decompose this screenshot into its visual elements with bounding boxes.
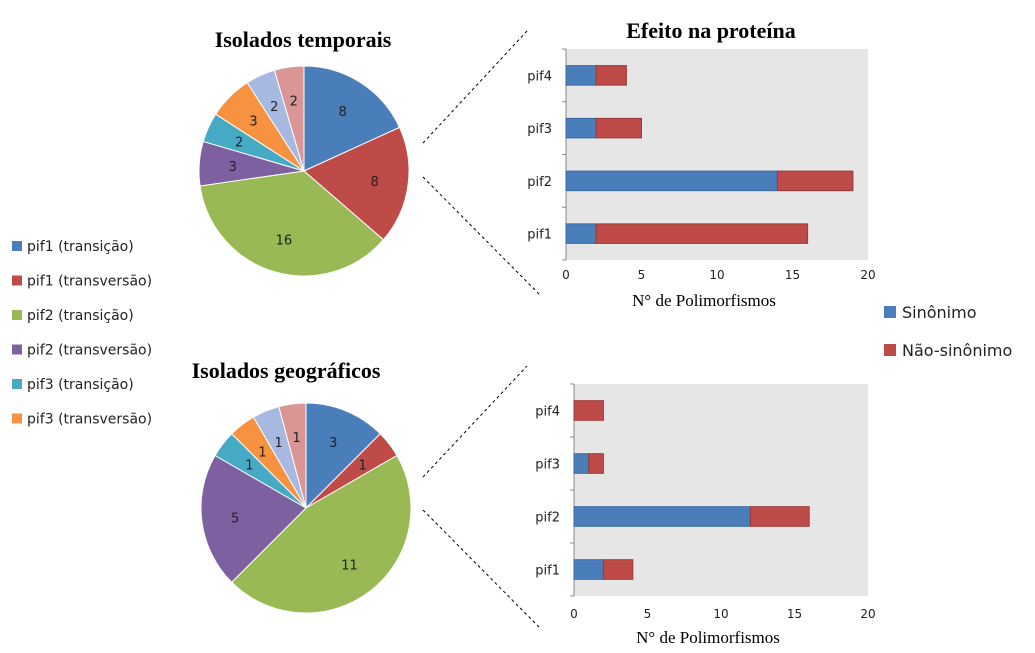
category-label: pif2 [527, 175, 552, 190]
pie-slice-label: 5 [231, 511, 239, 526]
legend-label: pif3 (transição) [27, 377, 134, 393]
pie-slice-label: 2 [270, 100, 278, 115]
pie-slice-label: 1 [245, 459, 253, 474]
pie-slice-label: 1 [258, 445, 266, 460]
pie-slice [303, 126, 410, 241]
x-tick-label: 20 [860, 268, 875, 282]
legend-label: pif2 (transição) [27, 308, 134, 324]
bar-chart-geographic: pif1 pif2 pif3 pif4 0 5 10 15 20 N° de Polimorfis… [535, 383, 876, 647]
legend-label: Não-sinônimo [902, 341, 1012, 360]
connector-line [422, 176, 541, 296]
connector-lines [422, 30, 541, 629]
legend-label: pif1 (transição) [27, 239, 134, 255]
x-tick-label: 10 [713, 607, 728, 621]
legend-label: pif1 (transversão) [27, 274, 152, 290]
pie-slice-label: 8 [338, 105, 346, 120]
pie-slice-label: 3 [229, 160, 237, 175]
legend-label: pif2 (transversão) [27, 343, 152, 359]
connector-line [422, 365, 528, 478]
x-tick-label: 0 [570, 607, 578, 621]
x-axis-label: N° de Polimorfismos [632, 291, 776, 310]
bar-segment [565, 170, 778, 192]
x-tick-label: 15 [785, 268, 800, 282]
bar-segment [749, 506, 810, 527]
category-label: pif4 [535, 405, 560, 420]
pie-slice-label: 2 [235, 135, 243, 150]
pie-legend: pif1 (transição) pif1 (transversão) pif2 (… [12, 239, 152, 428]
pie-slice-label: 3 [249, 115, 257, 130]
bar-top-title: Efeito na proteína [626, 18, 795, 43]
category-label: pif3 [527, 122, 552, 137]
pie-slice [231, 454, 412, 614]
category-label: pif1 [535, 564, 560, 579]
pie-slice [278, 402, 307, 509]
pie-slice [273, 65, 305, 172]
legend-swatch [12, 241, 22, 251]
bar-segment [565, 223, 597, 244]
pie-geographic-title: Isolados geográficos [192, 358, 381, 383]
x-tick-label: 15 [787, 607, 802, 621]
legend-label: Sinônimo [902, 303, 977, 322]
bar-chart-temporal: pif1 pif2 pif3 pif4 0 5 10 15 20 N° de Polimorfis… [527, 48, 876, 310]
bar-segment [602, 559, 634, 580]
pie-temporal-title: Isolados temporais [215, 27, 392, 52]
bar-segment [573, 506, 751, 527]
bar-segment [595, 65, 627, 86]
connector-line [422, 509, 541, 629]
pie-slice-label: 3 [329, 436, 337, 451]
pie-slice-label: 2 [290, 94, 298, 109]
legend-swatch [12, 344, 22, 355]
x-axis-label: N° de Polimorfismos [636, 628, 780, 647]
bar-segment [776, 170, 854, 192]
pie-slice-label: 1 [293, 431, 301, 446]
bar-segment [588, 453, 604, 474]
pie-slice-label: 8 [371, 175, 379, 190]
bar-segment [573, 453, 590, 474]
pie-slice-label: 1 [358, 459, 366, 474]
legend-label: pif3 (transversão) [27, 412, 152, 428]
bar-segment [573, 559, 604, 580]
pie-slice-label: 16 [276, 234, 293, 249]
legend-swatch [884, 306, 896, 318]
legend-swatch [12, 413, 22, 424]
category-label: pif2 [535, 511, 560, 526]
bar-legend: Sinônimo Não-sinônimo [884, 303, 1012, 360]
bar-segment [573, 400, 604, 421]
legend-swatch [12, 379, 22, 389]
bar-segment [595, 223, 809, 244]
bar-segment [565, 117, 597, 139]
pie-slice-label: 11 [341, 559, 358, 574]
category-label: pif3 [535, 458, 560, 473]
pie-slice [199, 170, 385, 277]
legend-swatch [12, 275, 22, 286]
pie-slice [200, 454, 307, 583]
bar-segment [595, 117, 643, 139]
category-label: pif1 [527, 228, 552, 243]
pie-slice [303, 65, 401, 172]
x-tick-label: 10 [709, 268, 724, 282]
x-tick-label: 0 [562, 268, 570, 282]
x-tick-label: 20 [860, 607, 875, 621]
x-tick-label: 5 [638, 268, 646, 282]
x-tick-label: 5 [644, 607, 652, 621]
connector-line [422, 30, 528, 144]
legend-swatch [884, 344, 896, 356]
pie-slice-label: 1 [275, 436, 283, 451]
pie-slice [305, 402, 381, 510]
legend-swatch [12, 310, 22, 320]
category-label: pif4 [527, 69, 552, 84]
bar-segment [565, 65, 597, 86]
